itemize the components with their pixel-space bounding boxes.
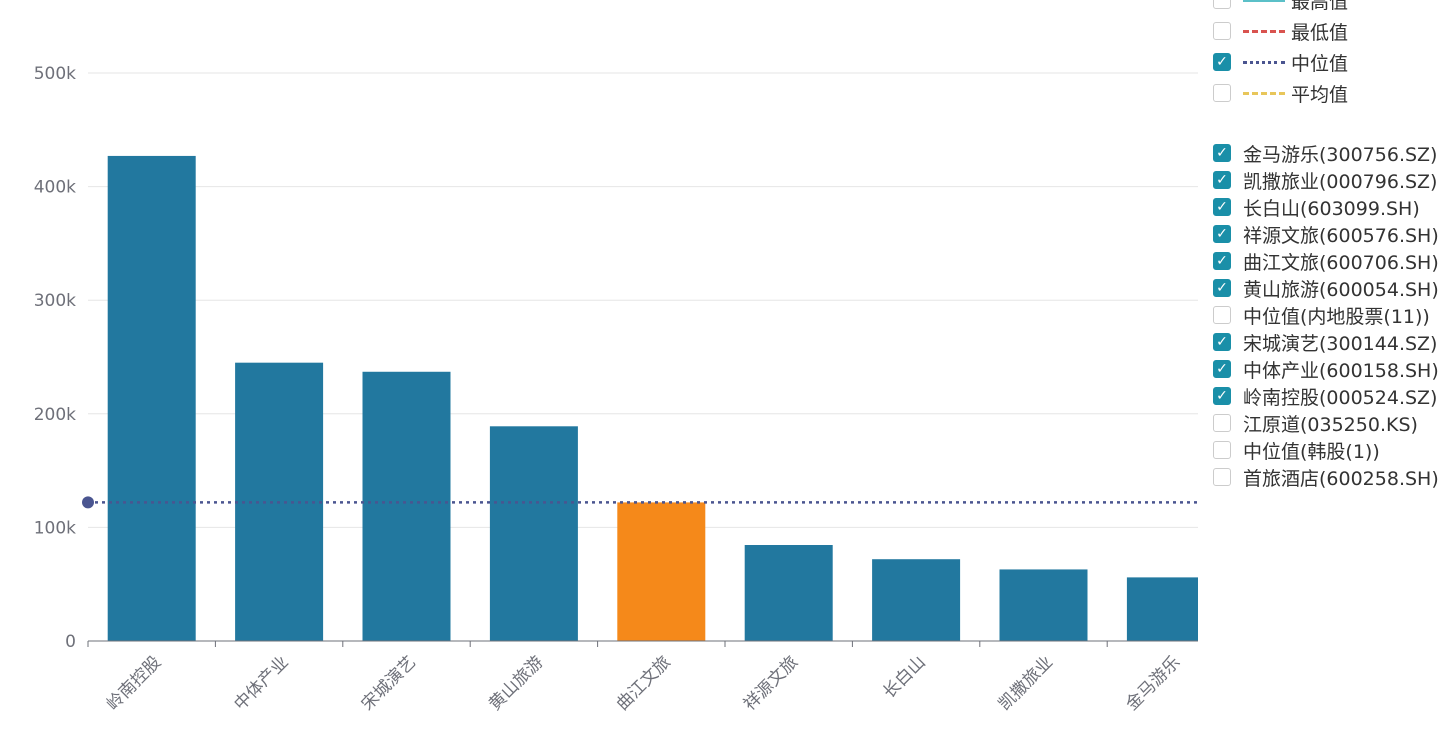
- legend-item-series[interactable]: ✓ 宋城演艺(300144.SZ): [1213, 330, 1438, 355]
- checkbox-checked[interactable]: ✓: [1213, 225, 1231, 243]
- legend-label: 中位值: [1291, 52, 1349, 75]
- checkbox-checked[interactable]: ✓: [1213, 360, 1231, 378]
- legend-item-series[interactable]: ✓ 曲江文旅(600706.SH): [1213, 249, 1439, 274]
- median-marker: [82, 496, 94, 509]
- y-tick-label: 0: [65, 632, 76, 652]
- legend-label: 最低值: [1291, 21, 1349, 44]
- checkbox-unchecked[interactable]: [1213, 0, 1231, 9]
- x-tick-label: 祥源文旅: [740, 652, 802, 714]
- x-tick-label: 黄山旅游: [485, 652, 547, 714]
- legend-item-stat[interactable]: 最高值: [1213, 0, 1349, 13]
- x-tick-label: 金马游乐: [1122, 652, 1184, 714]
- legend-item-series[interactable]: ✓ 凯撒旅业(000796.SZ): [1213, 168, 1438, 193]
- bar: [617, 502, 706, 641]
- bar: [1126, 577, 1198, 641]
- bar: [362, 371, 451, 641]
- legend-item-stat[interactable]: ✓ 中位值: [1213, 50, 1349, 75]
- checkbox-checked[interactable]: ✓: [1213, 53, 1231, 71]
- x-tick-label: 岭南控股: [103, 652, 165, 714]
- legend-line-swatch-icon: [1243, 60, 1285, 64]
- legend-label: 金马游乐(300756.SZ): [1243, 143, 1438, 166]
- checkbox-unchecked[interactable]: [1213, 468, 1231, 486]
- checkbox-unchecked[interactable]: [1213, 22, 1231, 40]
- legend-line-swatch-icon: [1243, 91, 1285, 95]
- legend-label: 中位值(韩股(1)): [1243, 440, 1380, 463]
- x-tick-label: 长白山: [879, 652, 929, 702]
- checkbox-checked[interactable]: ✓: [1213, 198, 1231, 216]
- legend-label: 平均值: [1291, 83, 1349, 106]
- x-tick-label: 中体产业: [230, 652, 292, 714]
- bar: [744, 545, 833, 641]
- x-tick-label: 曲江文旅: [613, 652, 675, 714]
- checkbox-unchecked[interactable]: [1213, 306, 1231, 324]
- checkbox-unchecked[interactable]: [1213, 84, 1231, 102]
- legend-label: 江原道(035250.KS): [1243, 413, 1418, 436]
- y-tick-label: 500k: [34, 64, 76, 84]
- bar: [107, 155, 196, 642]
- bar: [489, 426, 578, 641]
- checkbox-unchecked[interactable]: [1213, 441, 1231, 459]
- y-tick-label: 300k: [34, 291, 76, 311]
- y-tick-label: 100k: [34, 518, 76, 538]
- legend-label: 首旅酒店(600258.SH): [1243, 467, 1439, 490]
- legend-item-series[interactable]: 中位值(内地股票(11)): [1213, 303, 1430, 328]
- legend-label: 最高值: [1291, 0, 1349, 13]
- checkbox-checked[interactable]: ✓: [1213, 333, 1231, 351]
- x-tick-label: 凯撒旅业: [995, 652, 1057, 714]
- legend-item-stat[interactable]: 最低值: [1213, 19, 1349, 44]
- checkbox-unchecked[interactable]: [1213, 414, 1231, 432]
- legend-item-series[interactable]: ✓ 中体产业(600158.SH): [1213, 357, 1439, 382]
- bar: [999, 569, 1088, 641]
- legend-item-series[interactable]: 江原道(035250.KS): [1213, 411, 1418, 436]
- legend-label: 中体产业(600158.SH): [1243, 359, 1439, 382]
- legend-item-series[interactable]: ✓ 金马游乐(300756.SZ): [1213, 141, 1438, 166]
- legend-item-series[interactable]: ✓ 岭南控股(000524.SZ): [1213, 384, 1438, 409]
- legend-item-series[interactable]: ✓ 黄山旅游(600054.SH): [1213, 276, 1439, 301]
- legend-line-swatch-icon: [1243, 0, 1285, 2]
- legend-line-swatch-icon: [1243, 29, 1285, 33]
- y-tick-label: 200k: [34, 405, 76, 425]
- legend-label: 曲江文旅(600706.SH): [1243, 251, 1439, 274]
- legend-item-series[interactable]: 中位值(韩股(1)): [1213, 438, 1380, 463]
- legend-label: 长白山(603099.SH): [1243, 197, 1420, 220]
- legend-label: 宋城演艺(300144.SZ): [1243, 332, 1438, 355]
- legend-item-stat[interactable]: 平均值: [1213, 81, 1349, 106]
- legend-label: 岭南控股(000524.SZ): [1243, 386, 1438, 409]
- y-tick-label: 400k: [34, 178, 76, 198]
- bar-chart: 0 100k 200k 300k 400k 500k 岭南控股 中体产业 宋城演艺 黄山旅游 曲江文…: [34, 64, 1198, 715]
- checkbox-checked[interactable]: ✓: [1213, 144, 1231, 162]
- legend-label: 黄山旅游(600054.SH): [1243, 278, 1439, 301]
- x-tick-label: 宋城演艺: [358, 652, 420, 714]
- legend-label: 凯撒旅业(000796.SZ): [1243, 170, 1438, 193]
- legend-item-series[interactable]: 首旅酒店(600258.SH): [1213, 465, 1439, 490]
- checkbox-checked[interactable]: ✓: [1213, 252, 1231, 270]
- legend-label: 中位值(内地股票(11)): [1243, 305, 1430, 328]
- checkbox-checked[interactable]: ✓: [1213, 171, 1231, 189]
- legend-label: 祥源文旅(600576.SH): [1243, 224, 1439, 247]
- bar: [872, 559, 961, 641]
- legend-item-series[interactable]: ✓ 长白山(603099.SH): [1213, 195, 1420, 220]
- legend-item-series[interactable]: ✓ 祥源文旅(600576.SH): [1213, 222, 1439, 247]
- checkbox-checked[interactable]: ✓: [1213, 387, 1231, 405]
- checkbox-checked[interactable]: ✓: [1213, 279, 1231, 297]
